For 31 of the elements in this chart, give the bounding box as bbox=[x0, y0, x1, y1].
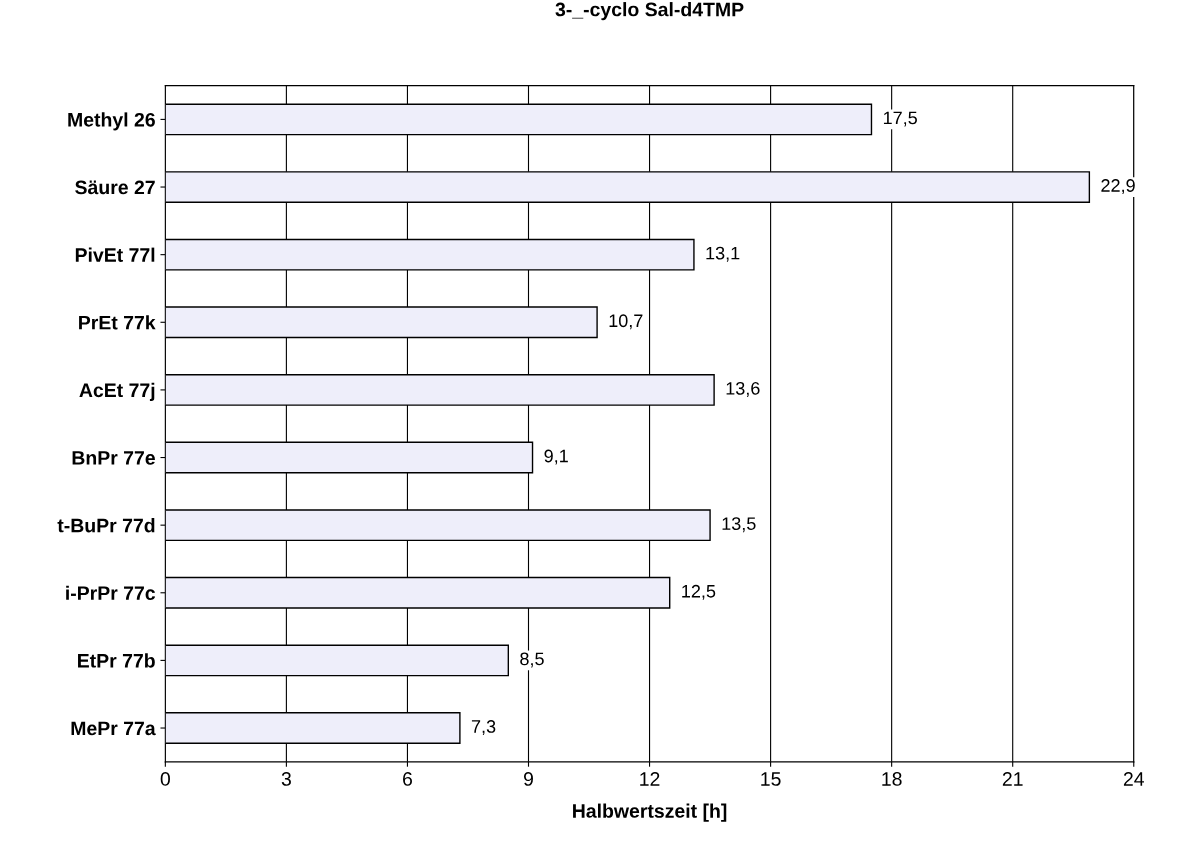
data-label: 10,7 bbox=[609, 314, 643, 330]
x-tick-label: 3 bbox=[281, 772, 291, 786]
y-tick-label: PrEt 77k bbox=[79, 315, 156, 330]
x-tick-label: 21 bbox=[1002, 772, 1023, 786]
x-tick-label: 9 bbox=[524, 772, 533, 786]
data-label: 9,1 bbox=[544, 449, 568, 465]
y-tick-label: EtPr 77b bbox=[78, 653, 155, 668]
chart-title: 3-_-cyclo Sal-d4TMP bbox=[555, 2, 744, 21]
y-tick-label: Säure 27 bbox=[75, 180, 155, 195]
y-tick-label: AcEt 77j bbox=[79, 382, 155, 401]
x-axis-title: Halbwertszeit [h] bbox=[573, 803, 727, 822]
data-label: 8,5 bbox=[520, 652, 544, 668]
y-tick-label: PivEt 77l bbox=[75, 247, 155, 262]
data-label: 13,1 bbox=[706, 246, 740, 262]
data-label: 13,5 bbox=[722, 517, 756, 533]
data-label: 13,6 bbox=[726, 381, 760, 397]
x-tick-label: 6 bbox=[403, 772, 412, 786]
data-label: 12,5 bbox=[682, 584, 716, 600]
y-tick-label: MePr 77a bbox=[71, 721, 156, 736]
data-label: 17,5 bbox=[883, 111, 917, 127]
x-tick-label: 18 bbox=[882, 772, 902, 786]
y-tick-label: BnPr 77e bbox=[72, 451, 155, 465]
y-tick-label: i-PrPr 77c bbox=[66, 585, 156, 601]
data-label: 7,3 bbox=[471, 720, 496, 736]
y-tick-label: t-BuPr 77d bbox=[57, 518, 155, 533]
x-tick-label: 12 bbox=[640, 772, 660, 786]
x-tick-label: 0 bbox=[160, 772, 170, 786]
x-tick-label: 24 bbox=[1123, 772, 1145, 786]
y-tick-label: Methyl 26 bbox=[68, 112, 155, 131]
data-label: 22,9 bbox=[1101, 179, 1135, 195]
x-tick-label: 15 bbox=[761, 772, 781, 786]
